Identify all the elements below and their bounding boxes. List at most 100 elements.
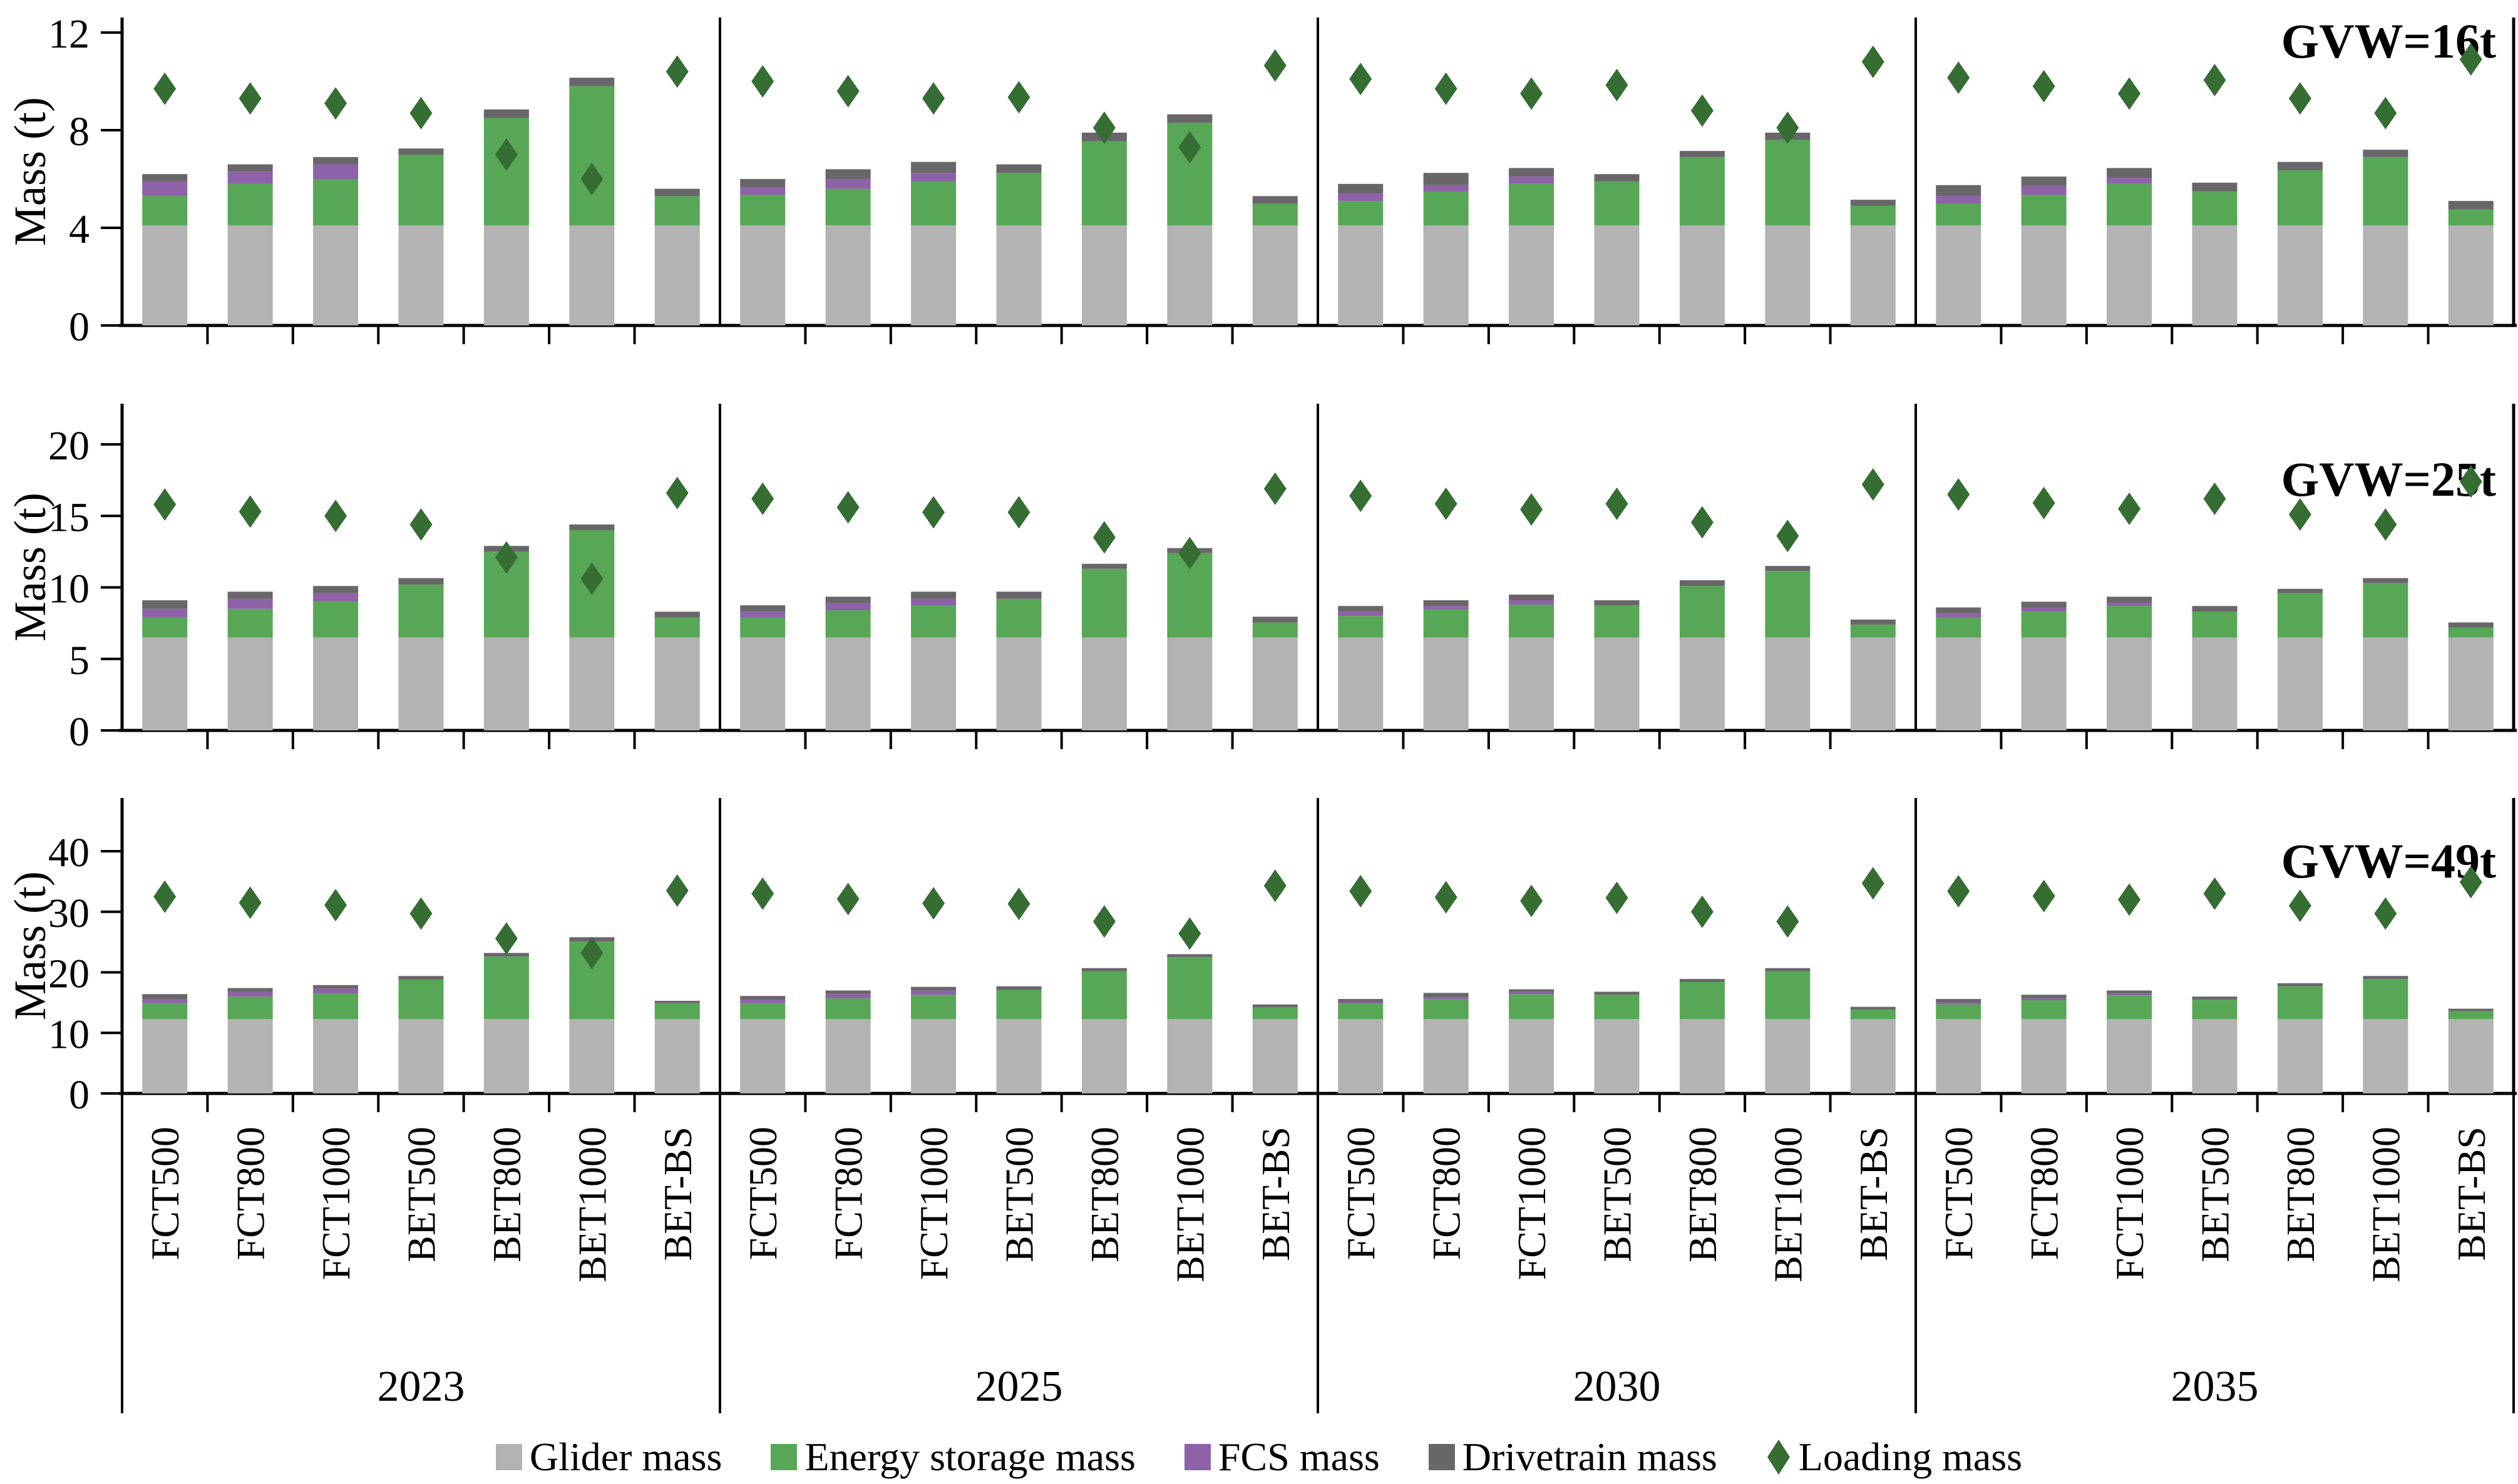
bar-FCT500-glider (1936, 637, 1981, 730)
year-label: 2035 (2171, 1363, 2259, 1411)
bar-BET1000-drivetrain (1167, 114, 1213, 123)
bar-FCT500-drivetrain (1936, 607, 1981, 613)
bar-FCT500-glider (740, 1018, 786, 1093)
x-category-label: BET-BS (655, 1127, 700, 1261)
bar-BET1000-energy (1765, 971, 1811, 1019)
legend-item-glider-mass: Glider mass (495, 1434, 722, 1480)
bar-FCT500-glider (1936, 225, 1981, 325)
bar-BET500-energy (1594, 605, 1640, 638)
bar-FCT800-energy (227, 608, 273, 638)
x-category-label: BET800 (1082, 1127, 1127, 1262)
marker-loading-BET800 (1690, 506, 1714, 539)
bar-FCT1000-glider (2107, 225, 2152, 325)
bar-FCT500-fcs (142, 181, 188, 197)
marker-loading-FCT500 (751, 877, 774, 910)
bar-BET800-glider (1081, 1018, 1127, 1093)
bar-FCT800-energy (227, 183, 273, 226)
y-tick-label: 30 (48, 891, 90, 936)
marker-loading-FCT500 (153, 72, 177, 105)
marker-loading-BET800 (1690, 895, 1714, 928)
x-category-label: FCT1000 (314, 1127, 358, 1280)
marker-loading-BET1000 (2374, 96, 2397, 130)
marker-loading-FCT1000 (1520, 77, 1543, 110)
bar-BET1000-drivetrain (1765, 566, 1811, 571)
bar-BET500-drivetrain (2192, 996, 2238, 1000)
marker-loading-BET800 (495, 922, 518, 955)
marker-loading-FCT500 (1349, 63, 1372, 96)
x-category-label: FCT800 (229, 1127, 273, 1260)
bar-FCT800-drivetrain (2021, 995, 2067, 999)
bar-FCT500-energy (142, 1003, 188, 1019)
marker-loading-BET-BS (2459, 43, 2482, 76)
bar-FCT1000-fcs (911, 598, 957, 606)
bar-BET-BS-drivetrain (654, 1000, 700, 1003)
marker-loading-BET1000 (1178, 536, 1201, 570)
bar-FCT500-glider (142, 637, 188, 730)
legend-item-drivetrain-mass: Drivetrain mass (1428, 1434, 1717, 1480)
x-category-label: FCT500 (143, 1127, 187, 1260)
legend-label: Loading mass (1798, 1435, 2023, 1479)
bar-FCT1000-energy (1509, 604, 1554, 638)
bar-FCT500-energy (1338, 201, 1384, 226)
bar-BET-BS-energy (1252, 622, 1298, 638)
marker-loading-BET500 (1605, 487, 1628, 520)
bar-FCT1000-energy (911, 995, 957, 1019)
bar-FCT500-fcs (1338, 1001, 1384, 1004)
bar-FCT500-drivetrain (1338, 606, 1384, 612)
marker-loading-BET1000 (1776, 905, 1799, 938)
row-title: GVW=49t (2281, 834, 2496, 888)
legend: Glider mass Energy storage mass FCS mass Dr… (0, 1428, 2518, 1484)
bar-FCT800-glider (227, 637, 273, 730)
bar-BET1000-drivetrain (1765, 968, 1811, 971)
bar-BET500-energy (996, 598, 1042, 638)
bar-FCT800-glider (1423, 225, 1469, 325)
marker-loading-BET1000 (580, 562, 604, 595)
marker-loading-BET1000 (580, 936, 604, 970)
bar-BET500-energy (996, 990, 1042, 1019)
bar-FCT1000-energy (313, 179, 359, 226)
bar-BET800-energy (1081, 971, 1127, 1019)
bar-BET1000-drivetrain (2363, 150, 2408, 157)
bar-BET500-energy (398, 584, 444, 638)
bar-FCT500-drivetrain (740, 179, 786, 188)
marker-loading-BET800 (2288, 82, 2311, 115)
marker-loading-FCT500 (751, 65, 774, 98)
drivetrain-mass-swatch-icon (1428, 1444, 1455, 1470)
bar-FCT800-fcs (2021, 186, 2067, 195)
bar-BET-BS-glider (1252, 225, 1298, 325)
marker-loading-FCT1000 (324, 87, 347, 120)
y-tick-label: 20 (48, 423, 90, 469)
bar-FCT800-fcs (2021, 998, 2067, 1001)
x-category-label: FCT500 (741, 1127, 785, 1260)
bar-BET800-energy (1081, 141, 1127, 226)
bar-FCT800-glider (1423, 1018, 1469, 1093)
bar-BET800-drivetrain (1081, 968, 1127, 971)
bar-BET1000-drivetrain (569, 524, 615, 531)
x-category-label: FCT1000 (2107, 1127, 2152, 1280)
bar-FCT1000-fcs (911, 173, 957, 182)
marker-loading-FCT800 (836, 883, 860, 916)
bar-BET500-glider (2192, 637, 2238, 730)
bar-FCT1000-fcs (313, 164, 359, 179)
bar-FCT500-glider (1338, 1018, 1384, 1093)
bar-FCT1000-drivetrain (1509, 989, 1554, 992)
bar-BET500-drivetrain (2192, 182, 2238, 192)
bar-BET1000-glider (1167, 225, 1213, 325)
marker-loading-BET-BS (2459, 866, 2482, 899)
bar-FCT500-fcs (1936, 196, 1981, 203)
marker-loading-BET500 (1007, 888, 1030, 921)
marker-loading-FCT800 (836, 74, 860, 108)
bar-FCT500-glider (142, 1018, 188, 1093)
marker-loading-FCT800 (1434, 487, 1457, 520)
marker-loading-FCT1000 (1520, 493, 1543, 526)
bar-BET-BS-drivetrain (2448, 1008, 2494, 1011)
x-category-label: BET1000 (570, 1127, 614, 1282)
bar-FCT500-energy (740, 195, 786, 226)
bar-BET500-glider (996, 225, 1042, 325)
x-category-label: BET-BS (1851, 1127, 1896, 1261)
bar-BET1000-glider (569, 225, 615, 325)
bar-BET800-glider (483, 637, 529, 730)
marker-loading-FCT500 (751, 482, 774, 515)
